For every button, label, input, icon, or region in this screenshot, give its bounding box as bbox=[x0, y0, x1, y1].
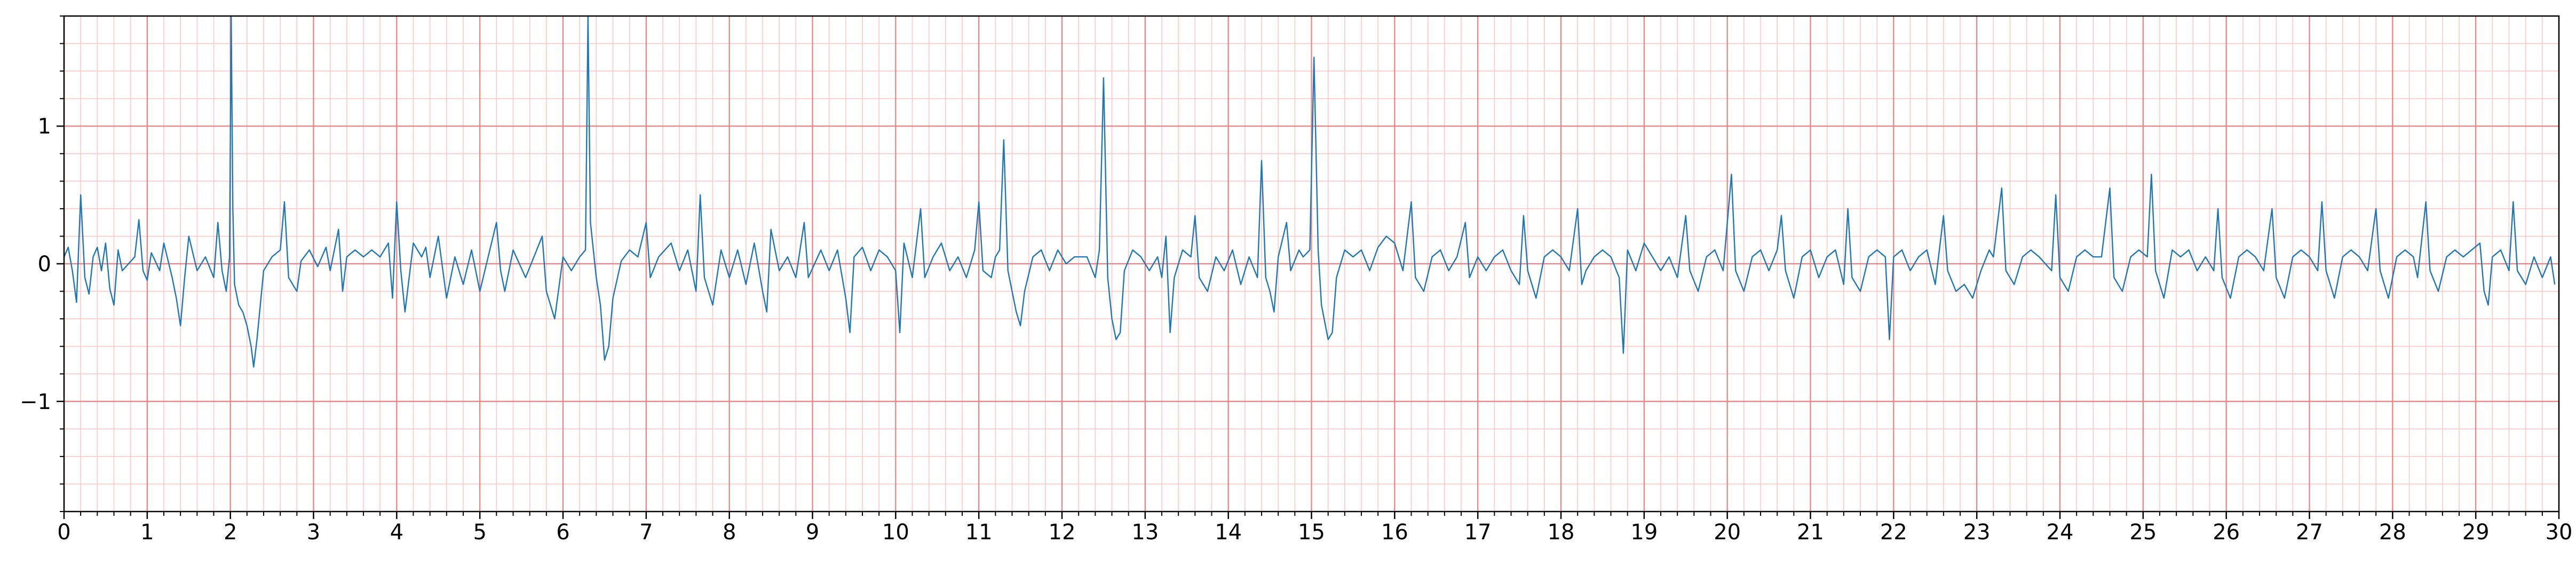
x-tick-label: 15 bbox=[1298, 520, 1325, 545]
x-tick-label: 2 bbox=[224, 520, 237, 545]
x-tick-label: 26 bbox=[2213, 520, 2240, 545]
x-tick-label: 20 bbox=[1714, 520, 1741, 545]
x-tick-label: 12 bbox=[1049, 520, 1076, 545]
x-tick-label: 30 bbox=[2546, 520, 2573, 545]
x-tick-label: 5 bbox=[473, 520, 486, 545]
x-tick-label: 7 bbox=[639, 520, 653, 545]
x-tick-label: 9 bbox=[806, 520, 819, 545]
x-tick-label: 10 bbox=[882, 520, 909, 545]
x-tick-label: 29 bbox=[2462, 520, 2490, 545]
x-tick-label: 3 bbox=[307, 520, 320, 545]
x-tick-label: 14 bbox=[1215, 520, 1242, 545]
y-axis-tick-labels: −1 0 1 bbox=[20, 114, 51, 414]
x-tick-label: 4 bbox=[390, 520, 403, 545]
x-tick-label: 25 bbox=[2129, 520, 2157, 545]
ecg-trace-line bbox=[63, 15, 2556, 368]
x-tick-label: 16 bbox=[1381, 520, 1408, 545]
x-tick-label: 19 bbox=[1630, 520, 1658, 545]
x-tick-label: 23 bbox=[1963, 520, 1991, 545]
x-tick-label: 22 bbox=[1880, 520, 1907, 545]
x-tick-label: 11 bbox=[965, 520, 993, 545]
x-tick-label: 21 bbox=[1797, 520, 1824, 545]
axis-ticks bbox=[57, 15, 2560, 519]
x-tick-label: 1 bbox=[140, 520, 154, 545]
y-tick-label: −1 bbox=[20, 390, 51, 414]
x-tick-label: 24 bbox=[2047, 520, 2074, 545]
x-tick-label: 17 bbox=[1464, 520, 1492, 545]
x-tick-label: 28 bbox=[2379, 520, 2406, 545]
x-tick-label: 6 bbox=[556, 520, 569, 545]
major-grid bbox=[63, 16, 2560, 512]
y-tick-label: 0 bbox=[38, 252, 51, 277]
x-axis-tick-labels: 0 1 2 3 4 5 6 7 8 9 10 11 12 13 14 15 16 17 18 19 20 21 22 23 24… bbox=[57, 520, 2572, 545]
x-tick-label: 8 bbox=[723, 520, 736, 545]
series-layer bbox=[63, 15, 2556, 368]
y-tick-label: 1 bbox=[38, 114, 51, 139]
x-tick-label: 13 bbox=[1131, 520, 1159, 545]
x-tick-label: 27 bbox=[2296, 520, 2323, 545]
x-tick-label: 18 bbox=[1548, 520, 1575, 545]
x-tick-label: 0 bbox=[57, 520, 70, 545]
